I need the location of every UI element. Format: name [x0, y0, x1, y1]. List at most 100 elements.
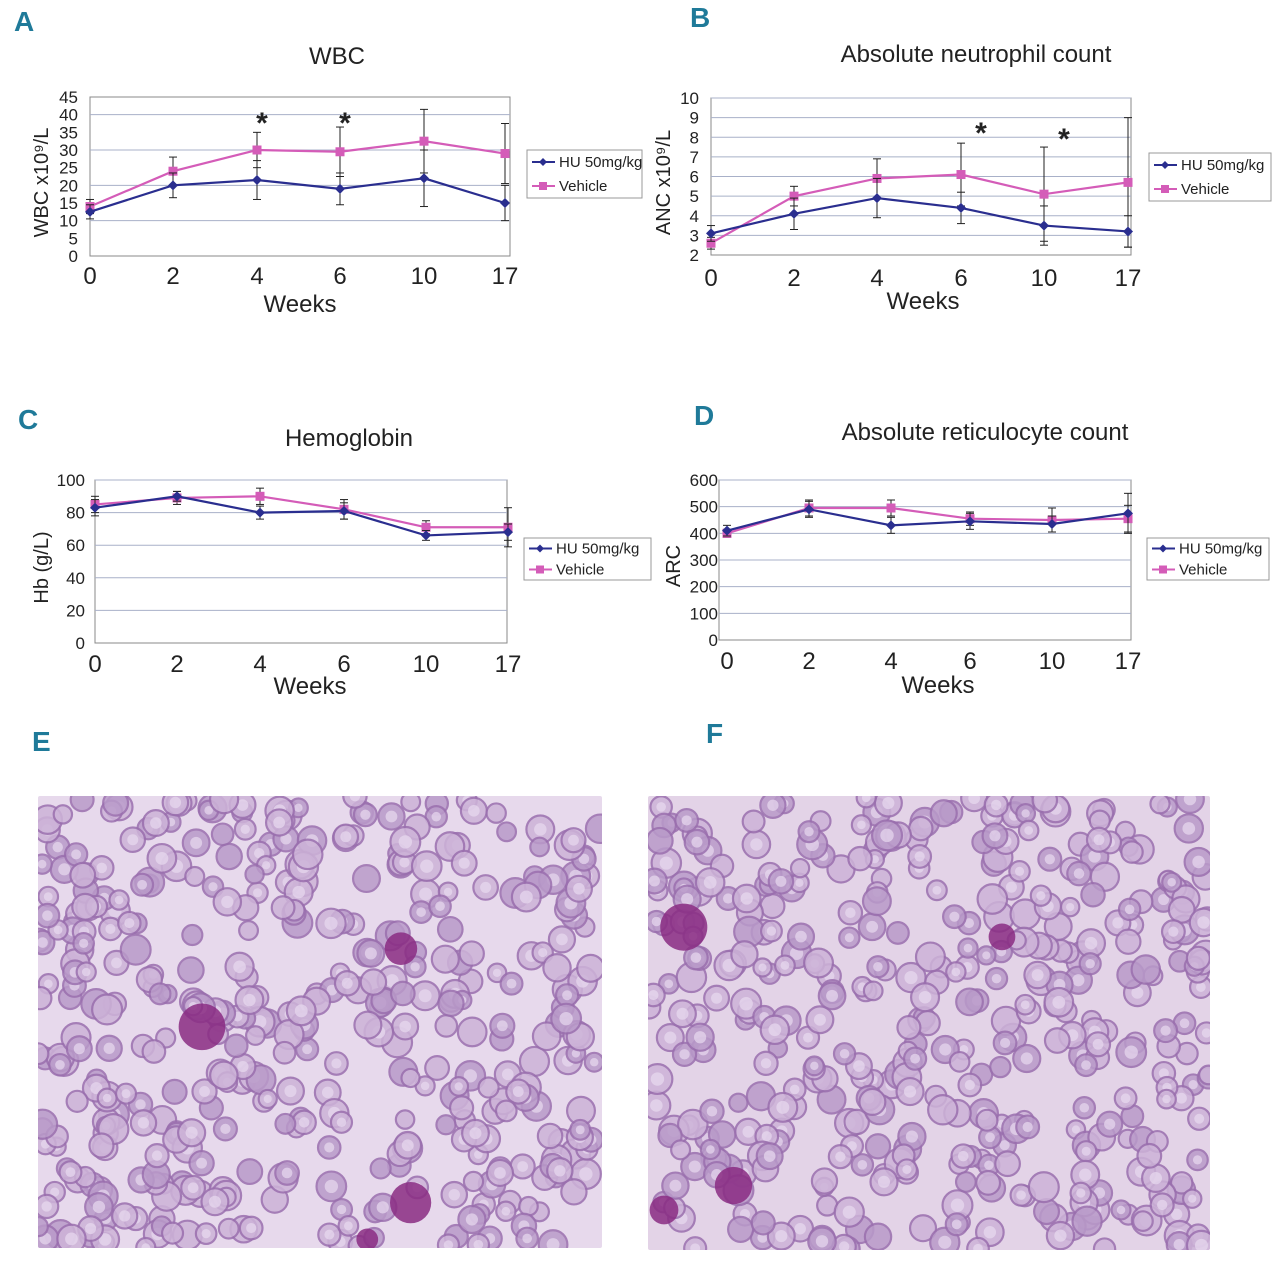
data-point-hu: [172, 491, 182, 502]
data-point-vehicle: [421, 522, 431, 532]
y-tick-label-1: 3: [690, 226, 699, 245]
data-point-hu: [1123, 508, 1133, 519]
data-point-vehicle: [255, 491, 265, 501]
y-tick-label-2: 20: [66, 601, 85, 620]
data-point-hu: [503, 527, 513, 538]
data-point-hu: [339, 505, 349, 516]
data-point-vehicle: [1039, 189, 1049, 199]
data-point-hu: [335, 183, 345, 194]
y-tick-label-0: 15: [59, 194, 78, 213]
micrograph-e: [38, 796, 602, 1248]
x-axis-label-3: Weeks: [902, 672, 975, 699]
series-line-hu: [89, 177, 506, 213]
significance-asterisk: *: [256, 107, 268, 140]
data-point-vehicle: [1123, 177, 1133, 187]
data-point-hu: [789, 208, 799, 219]
x-tick-label-3: 6: [963, 648, 976, 675]
data-point-hu: [956, 202, 966, 213]
x-tick-label-0: 10: [411, 263, 438, 290]
y-tick-label-2: 60: [66, 536, 85, 555]
data-point-hu: [168, 180, 178, 191]
significance-asterisk: *: [339, 107, 351, 140]
x-tick-label-2: 10: [413, 651, 440, 678]
y-tick-label-3: 200: [690, 578, 718, 597]
legend-label: Vehicle: [556, 562, 604, 579]
y-tick-label-3: 400: [690, 524, 718, 543]
y-tick-label-0: 20: [59, 176, 78, 195]
x-tick-label-1: 6: [954, 265, 967, 292]
legend-marker-hu: [1159, 544, 1167, 553]
x-tick-label-3: 17: [1115, 648, 1142, 675]
series-line-hu: [710, 196, 1129, 235]
x-tick-label-2: 0: [88, 651, 101, 678]
legend-3: [1146, 537, 1270, 581]
chart-title-1: Absolute neutrophil count: [841, 41, 1112, 68]
legend-marker-vehicle: [536, 565, 544, 574]
legend-marker-hu: [1161, 161, 1169, 169]
data-point-hu: [90, 502, 100, 513]
x-tick-label-0: 4: [250, 263, 263, 290]
x-tick-label-0: 17: [492, 263, 519, 290]
y-tick-label-1: 6: [690, 168, 699, 187]
x-tick-label-2: 17: [495, 651, 522, 678]
x-axis-label-1: Weeks: [887, 288, 960, 315]
x-tick-label-2: 2: [170, 651, 183, 678]
data-point-vehicle: [500, 149, 510, 159]
legend-marker-hu: [539, 158, 547, 166]
plot-area-2: [94, 479, 508, 644]
x-tick-label-1: 17: [1115, 265, 1142, 292]
series-line-hu: [726, 508, 1129, 532]
data-point-vehicle: [956, 170, 966, 180]
data-point-hu: [255, 507, 265, 518]
y-tick-label-2: 80: [66, 504, 85, 523]
legend-marker-vehicle: [1159, 565, 1167, 574]
significance-asterisk: *: [1058, 123, 1070, 156]
y-tick-label-0: 30: [59, 141, 78, 160]
y-tick-label-1: 7: [690, 148, 699, 167]
chart-title-0: WBC: [309, 43, 365, 70]
series-line-hu: [94, 495, 509, 537]
x-axis-label-2: Weeks: [274, 673, 347, 700]
data-point-vehicle: [335, 147, 345, 157]
legend-label: HU 50mg/kg: [556, 541, 639, 558]
legend-label: HU 50mg/kg: [1181, 157, 1264, 174]
data-point-vehicle: [252, 145, 262, 155]
legend-1: [1148, 152, 1272, 202]
y-axis-label-3: ARC: [663, 545, 685, 587]
y-tick-label-1: 10: [680, 89, 699, 108]
x-tick-label-1: 2: [787, 265, 800, 292]
data-point-hu: [722, 525, 732, 536]
x-tick-label-3: 2: [802, 648, 815, 675]
y-axis-label-0: WBC x10⁹/L: [31, 128, 53, 238]
data-point-vehicle: [168, 166, 178, 176]
data-point-hu: [252, 175, 262, 186]
x-tick-label-3: 4: [884, 648, 897, 675]
y-tick-label-3: 100: [690, 604, 718, 623]
plot-area-0: [89, 96, 511, 257]
data-point-hu: [1047, 519, 1057, 529]
panel-label-a: A: [14, 6, 35, 37]
y-tick-label-1: 4: [690, 207, 699, 226]
legend-label: Vehicle: [1181, 181, 1229, 198]
y-tick-label-3: 300: [690, 551, 718, 570]
legend-marker-vehicle: [1161, 185, 1169, 193]
y-tick-label-0: 0: [69, 247, 78, 266]
data-point-vehicle: [419, 136, 429, 146]
data-point-vehicle: [886, 503, 896, 513]
data-point-hu: [804, 504, 814, 515]
y-tick-label-0: 10: [59, 212, 78, 231]
data-point-hu: [965, 516, 975, 527]
significance-asterisk: *: [975, 117, 987, 150]
chart-title-3: Absolute reticulocyte count: [842, 419, 1129, 446]
data-point-hu: [1123, 226, 1133, 237]
x-tick-label-2: 6: [337, 651, 350, 678]
data-point-hu: [500, 198, 510, 208]
panel-label-f: F: [706, 718, 724, 749]
y-tick-label-3: 500: [690, 498, 718, 517]
panel-label-b: B: [690, 2, 711, 33]
legend-label: Vehicle: [559, 178, 607, 195]
legend-marker-vehicle: [539, 182, 547, 190]
data-point-hu: [872, 193, 882, 204]
y-tick-label-0: 5: [69, 229, 78, 248]
data-point-vehicle: [706, 238, 716, 248]
